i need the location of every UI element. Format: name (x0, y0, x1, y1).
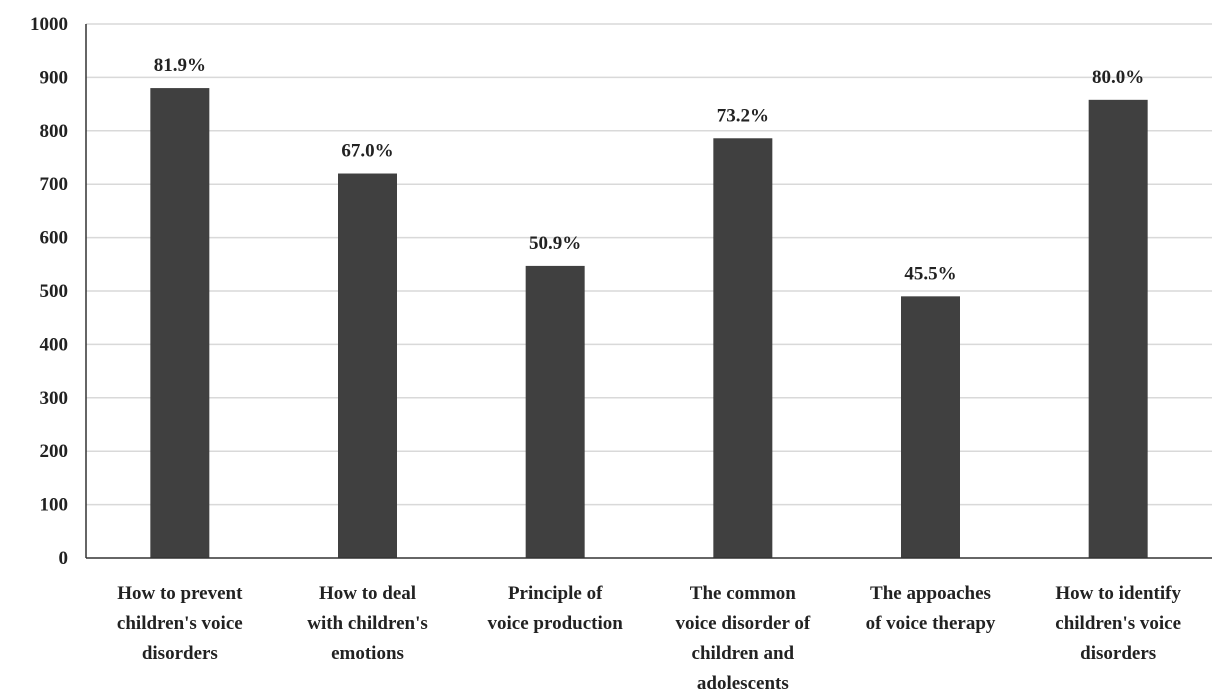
x-tick-label-line: disorders (142, 643, 218, 664)
x-tick-label: How to prevent children's voice disorders (117, 583, 243, 664)
x-tick-label-line: with children's (307, 613, 428, 634)
data-labels: 81.9% 67.0% 50.9% 73.2% 45.5% 80.0% (154, 55, 1145, 284)
y-tick-label: 500 (40, 281, 69, 302)
data-label: 80.0% (1092, 67, 1144, 88)
y-tick-label: 300 (40, 388, 69, 409)
x-tick-label-line: children's voice (1055, 613, 1181, 634)
x-tick-label-line: Principle of (508, 583, 603, 604)
y-tick-label: 700 (40, 174, 69, 195)
x-tick-label-line: emotions (331, 643, 404, 664)
x-axis-ticks: How to prevent children's voice disordersH… (117, 583, 1182, 694)
x-tick-label-line: of voice therapy (866, 613, 996, 634)
data-label: 50.9% (529, 233, 581, 254)
bar (713, 138, 773, 558)
bar (1088, 99, 1148, 558)
x-tick-label-line: How to identify (1055, 583, 1181, 604)
x-tick-label: Principle of voice production (488, 583, 624, 634)
bar (525, 265, 585, 558)
x-tick-label: How to identify children's voice disorders (1055, 583, 1181, 664)
bar (338, 173, 397, 558)
x-tick-label-line: voice production (488, 613, 624, 634)
x-tick-label-line: How to prevent (117, 583, 243, 604)
x-tick-label-line: children's voice (117, 613, 243, 634)
x-tick-label-line: adolescents (697, 673, 789, 694)
x-tick-label-line: voice disorder of (675, 613, 810, 634)
x-tick-label: How to deal with children's emotions (307, 583, 428, 664)
data-label: 81.9% (154, 55, 206, 76)
x-tick-label: The common voice disorder of children and a… (675, 583, 810, 694)
y-tick-label: 900 (40, 67, 69, 88)
x-tick-label-line: The appoaches (870, 583, 991, 604)
x-tick-label-line: disorders (1080, 643, 1156, 664)
bar (150, 88, 210, 558)
y-tick-label: 1000 (30, 14, 68, 35)
data-label: 45.5% (904, 263, 956, 284)
y-tick-label: 200 (40, 441, 69, 462)
bars (150, 88, 1148, 558)
x-tick-label-line: How to deal (319, 583, 416, 604)
bar (901, 296, 960, 558)
x-tick-label: The appoaches of voice therapy (866, 583, 996, 634)
data-label: 67.0% (341, 141, 393, 162)
y-axis-ticks: 0 100 200 300 400 500 600 700 800 900 1000 (30, 14, 68, 569)
y-tick-label: 400 (40, 334, 69, 355)
gridlines (86, 23, 1212, 506)
y-tick-label: 600 (40, 228, 69, 249)
x-tick-label-line: children and (692, 643, 795, 664)
y-tick-label: 0 (59, 548, 69, 569)
x-tick-label-line: The common (690, 583, 797, 604)
data-label: 73.2% (717, 105, 769, 126)
y-tick-label: 100 (40, 495, 69, 516)
y-tick-label: 800 (40, 121, 69, 142)
